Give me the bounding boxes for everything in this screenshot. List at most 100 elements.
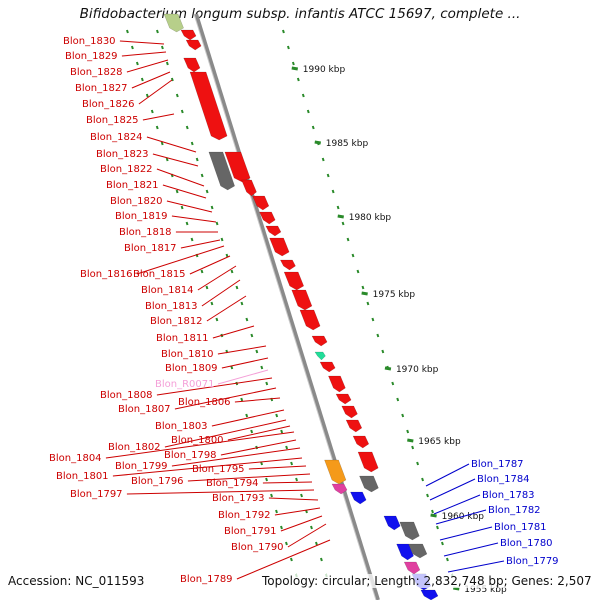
- gene-label-blon_1807[interactable]: Blon_1807: [118, 404, 171, 415]
- gene-reverse[interactable]: [396, 543, 414, 561]
- gene-forward[interactable]: [352, 435, 370, 449]
- gene-label-blon_1791[interactable]: Blon_1791: [224, 526, 277, 537]
- gene-label-blon_1827[interactable]: Blon_1827: [75, 83, 128, 94]
- gene-label-blon_1790[interactable]: Blon_1790: [231, 542, 284, 553]
- gene-forward[interactable]: [269, 237, 290, 257]
- gene-forward[interactable]: [279, 259, 296, 271]
- gene-forward[interactable]: [185, 39, 202, 51]
- label-leader-line: [126, 489, 315, 495]
- guide-dot: [170, 77, 174, 82]
- label-leader-line: [447, 560, 505, 573]
- gene-reverse[interactable]: [383, 515, 401, 531]
- gene-forward[interactable]: [265, 225, 282, 237]
- gene-label-blon_1797[interactable]: Blon_1797: [70, 489, 123, 500]
- gene-label-blon_1817[interactable]: Blon_1817: [124, 243, 177, 254]
- gene-label-blon_1821[interactable]: Blon_1821: [106, 180, 159, 191]
- gene-forward[interactable]: [319, 361, 336, 373]
- gene-label-blon_1803[interactable]: Blon_1803: [155, 421, 208, 432]
- gene-reverse[interactable]: [420, 589, 439, 600]
- gene-pseudo[interactable]: [359, 475, 379, 493]
- gene-forward[interactable]: [341, 405, 358, 419]
- gene-label-blon_1810[interactable]: Blon_1810: [161, 349, 214, 360]
- guide-dot: [155, 125, 159, 130]
- gene-label-blon_1781[interactable]: Blon_1781: [494, 522, 547, 533]
- gene-label-blon_1800[interactable]: Blon_1800: [171, 435, 224, 446]
- gene-forward[interactable]: [314, 351, 326, 361]
- gene-label-blon_1828[interactable]: Blon_1828: [70, 67, 123, 78]
- gene-pseudo[interactable]: [399, 521, 420, 541]
- gene-label-blon_1804[interactable]: Blon_1804: [49, 453, 102, 464]
- gene-label-blon_1809[interactable]: Blon_1809: [165, 363, 218, 374]
- gene-label-blon_1826[interactable]: Blon_1826: [82, 99, 135, 110]
- gene-label-blon_1799[interactable]: Blon_1799: [115, 461, 168, 472]
- gene-label-blon_1815[interactable]: Blon_1815: [133, 269, 186, 280]
- gene-forward[interactable]: [357, 451, 379, 473]
- gene-forward[interactable]: [252, 195, 270, 211]
- gene-label-blon_1796[interactable]: Blon_1796: [131, 476, 184, 487]
- gene-forward[interactable]: [335, 393, 352, 405]
- gene-forward[interactable]: [283, 271, 305, 291]
- gene-forward[interactable]: [324, 459, 347, 485]
- gene-label-blon_1808[interactable]: Blon_1808: [100, 390, 153, 401]
- guide-dot: [331, 189, 335, 194]
- gene-label-blon_1779[interactable]: Blon_1779: [506, 556, 559, 567]
- gene-label-blon_1829[interactable]: Blon_1829: [65, 51, 118, 62]
- guide-dot: [240, 301, 244, 306]
- gene-label-blon_1801[interactable]: Blon_1801: [56, 471, 109, 482]
- gene-forward[interactable]: [189, 71, 228, 141]
- gene-label-blon_1787[interactable]: Blon_1787: [471, 459, 524, 470]
- gene-label-blon_1793[interactable]: Blon_1793: [212, 493, 265, 504]
- label-leader-line: [174, 387, 277, 410]
- gene-label-blon_1780[interactable]: Blon_1780: [500, 538, 553, 549]
- gene-label-blon_1794[interactable]: Blon_1794: [206, 478, 259, 489]
- gene-reverse[interactable]: [350, 491, 367, 505]
- gene-forward[interactable]: [328, 375, 346, 393]
- guide-dot: [282, 29, 285, 34]
- guide-dot: [315, 541, 318, 546]
- gene-forward[interactable]: [299, 309, 321, 331]
- gene-label-blon_1798[interactable]: Blon_1798: [164, 450, 217, 461]
- gene-label-blon_1812[interactable]: Blon_1812: [150, 316, 203, 327]
- gene-label-blon_1811[interactable]: Blon_1811: [156, 333, 209, 344]
- guide-dot: [371, 317, 375, 322]
- gene-label-blon_1824[interactable]: Blon_1824: [90, 132, 143, 143]
- guide-dot: [416, 461, 420, 466]
- gene-forward[interactable]: [259, 211, 276, 225]
- gene-pseudo[interactable]: [408, 543, 428, 559]
- gene-label-blon_1819[interactable]: Blon_1819: [115, 211, 168, 222]
- gene-label-blon_1802[interactable]: Blon_1802: [108, 442, 161, 453]
- gene-label-blon_1816[interactable]: Blon_1816: [80, 269, 133, 280]
- gene-label-blon_1792[interactable]: Blon_1792: [218, 510, 271, 521]
- gene-forward[interactable]: [403, 561, 421, 575]
- gene-label-blon_1823[interactable]: Blon_1823: [96, 149, 149, 160]
- gene-forward[interactable]: [291, 289, 313, 311]
- gene-label-blon_1822[interactable]: Blon_1822: [100, 164, 153, 175]
- gene-label-blon_1814[interactable]: Blon_1814: [141, 285, 194, 296]
- gene-forward[interactable]: [180, 29, 197, 41]
- gene-label-blon_1825[interactable]: Blon_1825: [86, 115, 139, 126]
- gene-label-blon_1782[interactable]: Blon_1782: [488, 505, 541, 516]
- guide-dot: [265, 477, 268, 482]
- gene-label-blon_1783[interactable]: Blon_1783: [482, 490, 535, 501]
- gene-label-blon_1830[interactable]: Blon_1830: [63, 36, 116, 47]
- gene-forward[interactable]: [241, 179, 257, 197]
- gene-label-blon_r0071[interactable]: Blon_R0071: [155, 379, 215, 390]
- label-leader-line: [131, 71, 171, 89]
- gene-forward[interactable]: [183, 57, 201, 73]
- gene-label-blon_1795[interactable]: Blon_1795: [192, 464, 245, 475]
- gene-pseudo[interactable]: [208, 151, 235, 191]
- gene-label-blon_1806[interactable]: Blon_1806: [178, 397, 231, 408]
- gene-forward[interactable]: [163, 13, 184, 33]
- guide-dot: [220, 237, 224, 242]
- gene-label-blon_1784[interactable]: Blon_1784: [477, 474, 530, 485]
- gene-forward[interactable]: [345, 419, 363, 433]
- gene-label-blon_1813[interactable]: Blon_1813: [145, 301, 198, 312]
- kbp-tick-mark: [314, 140, 322, 145]
- guide-dot: [126, 29, 129, 34]
- gene-label-blon_1789[interactable]: Blon_1789: [180, 574, 233, 585]
- gene-label-blon_1818[interactable]: Blon_1818: [119, 227, 172, 238]
- gene-forward[interactable]: [311, 335, 328, 347]
- gene-label-blon_1820[interactable]: Blon_1820: [110, 196, 163, 207]
- gene-forward[interactable]: [331, 483, 348, 495]
